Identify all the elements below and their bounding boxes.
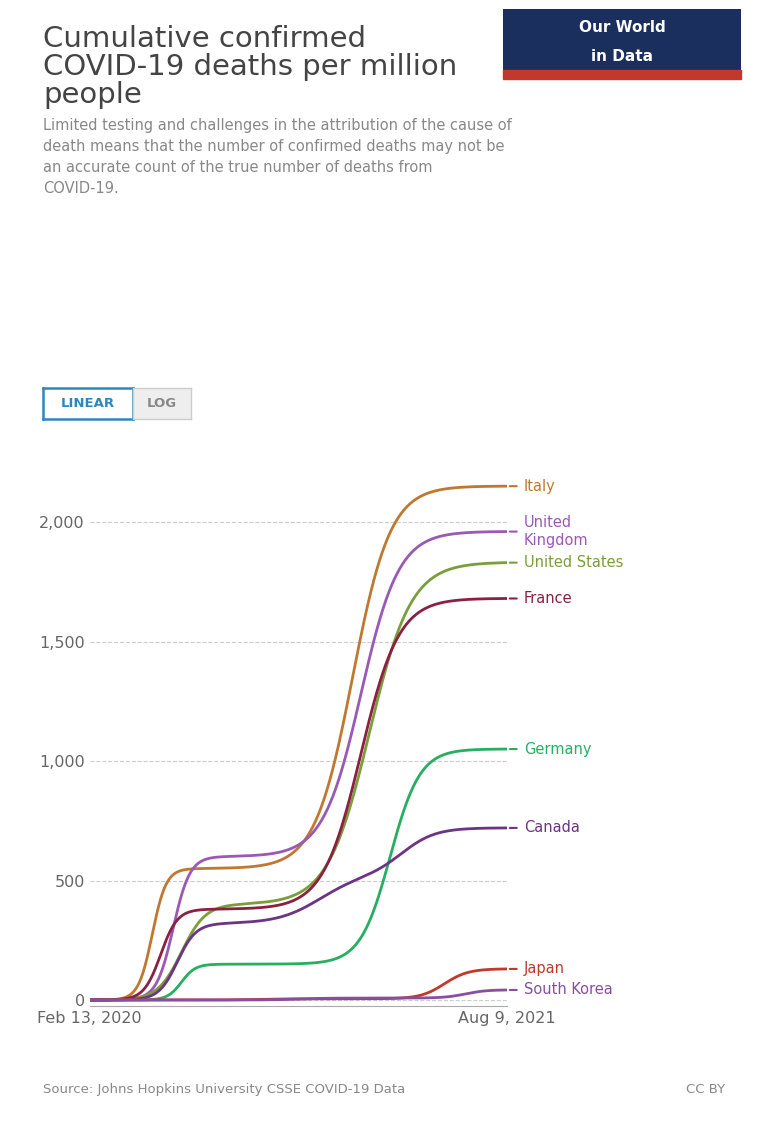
Text: Japan: Japan	[523, 961, 565, 977]
Text: Italy: Italy	[523, 479, 555, 493]
Text: Germany: Germany	[523, 742, 591, 756]
Text: United States: United States	[523, 555, 623, 570]
Text: COVID-19 deaths per million: COVID-19 deaths per million	[43, 53, 457, 81]
Text: CC BY: CC BY	[686, 1082, 725, 1096]
Text: France: France	[523, 591, 573, 606]
Text: people: people	[43, 81, 142, 109]
Text: United
Kingdom: United Kingdom	[523, 516, 588, 547]
Text: Our World: Our World	[579, 20, 665, 35]
Text: Limited testing and challenges in the attribution of the cause of
death means th: Limited testing and challenges in the at…	[43, 118, 512, 196]
Text: South Korea: South Korea	[523, 982, 612, 997]
Bar	[503, 70, 741, 79]
Text: Canada: Canada	[523, 821, 580, 835]
Text: Source: Johns Hopkins University CSSE COVID-19 Data: Source: Johns Hopkins University CSSE CO…	[43, 1082, 405, 1096]
Text: LOG: LOG	[147, 397, 177, 410]
Text: Cumulative confirmed: Cumulative confirmed	[43, 25, 366, 53]
Text: LINEAR: LINEAR	[61, 397, 115, 410]
Text: in Data: in Data	[591, 48, 653, 64]
